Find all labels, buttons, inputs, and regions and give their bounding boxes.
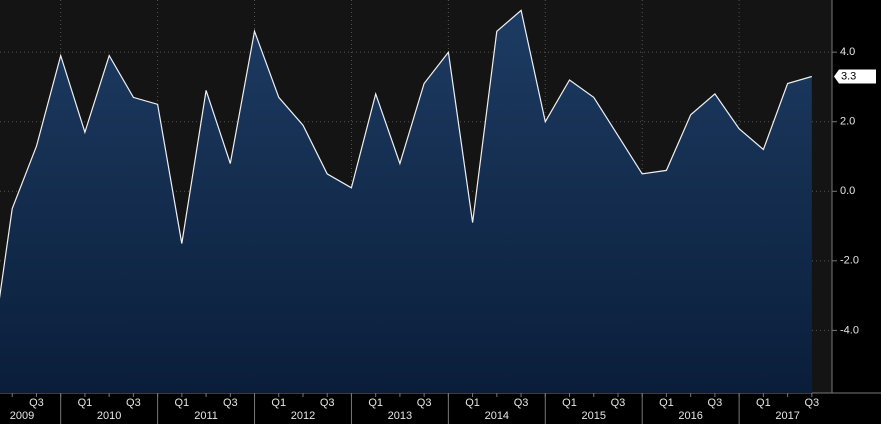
y-tick-label: 0.0 [840,185,855,197]
last-value-box [834,69,876,84]
x-tick-label: Q3 [126,397,141,409]
x-tick-label: Q3 [708,397,723,409]
y-tick-label: -2.0 [840,255,859,267]
x-tick-label: Q3 [417,397,432,409]
x-tick-label: Q1 [562,397,577,409]
year-label: 2016 [678,410,702,422]
year-label: 2011 [194,410,218,422]
year-label: 2015 [582,410,606,422]
x-tick-label: Q3 [804,397,819,409]
x-tick-label: Q1 [659,397,674,409]
x-tick-label: Q1 [174,397,189,409]
x-tick-label: Q1 [271,397,286,409]
area-fill [0,10,812,393]
y-tick-label: 4.0 [840,46,855,58]
x-tick-label: Q3 [223,397,238,409]
y-tick-label: -4.0 [840,324,859,336]
x-tick-label: Q3 [320,397,335,409]
year-label: 2013 [388,410,412,422]
year-label: 2017 [775,410,799,422]
y-tick-label: 2.0 [840,116,855,128]
line [0,9,812,299]
x-tick-label: Q1 [78,397,93,409]
year-label: 2012 [291,410,315,422]
x-tick-label: Q1 [368,397,383,409]
year-label: 2009 [10,410,34,422]
last-value-label: 3.3 [841,70,856,82]
x-tick-label: Q3 [514,397,529,409]
year-label: 2010 [97,410,121,422]
year-label: 2014 [485,410,509,422]
x-tick-label: Q3 [29,397,44,409]
plot-area [0,0,832,393]
x-tick-label: Q1 [756,397,771,409]
x-tick-label: Q3 [611,397,626,409]
x-tick-label: Q1 [465,397,480,409]
